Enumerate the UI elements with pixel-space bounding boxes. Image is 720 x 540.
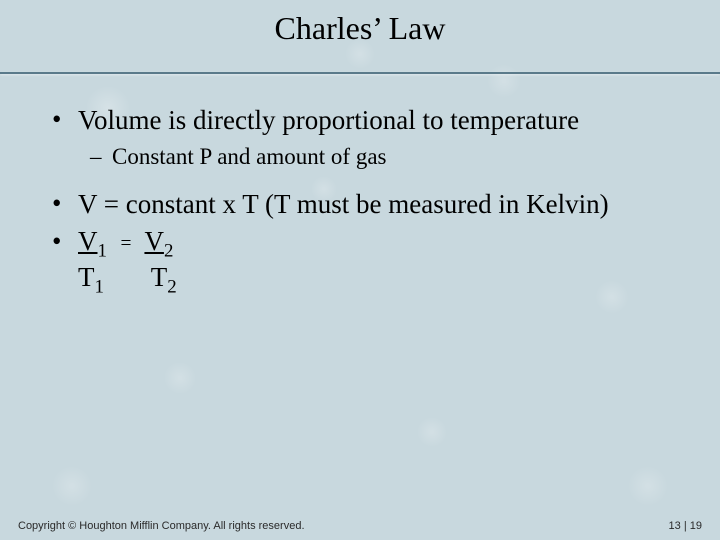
eq-t2: T [151,262,168,292]
sub-bullet-item: – Constant P and amount of gas [90,144,670,170]
page-number: 13 | 19 [669,520,702,532]
bullet-text: Volume is directly proportional to tempe… [78,104,670,138]
eq-equals: = [120,233,131,254]
eq-sub1: 1 [98,240,107,261]
slide-footer: Copyright © Houghton Mifflin Company. Al… [0,520,720,532]
eq-tsub2: 2 [167,277,176,298]
slide-body: • Volume is directly proportional to tem… [0,74,720,299]
bullet-item-equation: • V1 = V2 T1 T2 [50,226,670,299]
eq-t1: T [78,262,95,292]
slide-title: Charles’ Law [0,10,720,47]
bullet-text: V = constant x T (T must be measured in … [78,188,670,222]
eq-sub2: 2 [164,240,173,261]
eq-v2: V [144,226,164,256]
sub-bullet-text: Constant P and amount of gas [112,144,670,170]
bullet-item: • Volume is directly proportional to tem… [50,104,670,138]
equation-text: V1 = V2 T1 T2 [78,226,670,299]
eq-v1: V [78,226,98,256]
sub-bullet-marker: – [90,144,112,170]
bullet-marker: • [50,188,78,219]
copyright-text: Copyright © Houghton Mifflin Company. Al… [18,520,305,532]
bullet-marker: • [50,226,78,257]
bullet-marker: • [50,104,78,135]
eq-tsub1: 1 [95,277,104,298]
bullet-item: • V = constant x T (T must be measured i… [50,188,670,222]
